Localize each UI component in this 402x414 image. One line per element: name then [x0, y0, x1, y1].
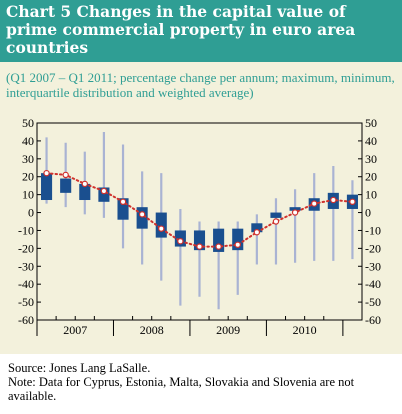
average-point: [215, 243, 222, 250]
y-tick-label-left: 20: [22, 170, 34, 184]
y-tick-label-left: -40: [18, 277, 34, 291]
y-tick-label-right: 40: [365, 134, 377, 148]
data-note: Note: Data for Cyprus, Estonia, Malta, S…: [8, 375, 355, 403]
average-point: [177, 237, 184, 245]
y-tick-label-left: -20: [18, 241, 34, 255]
interquartile-box: [41, 173, 53, 201]
x-tick-label: 2008: [140, 323, 164, 337]
y-tick-label-right: -60: [365, 313, 381, 327]
y-tick-label-right: 30: [365, 152, 377, 166]
x-tick-label: 2010: [293, 323, 317, 337]
y-tick-label-right: 10: [365, 188, 377, 202]
interquartile-box: [251, 223, 263, 233]
average-point: [138, 211, 146, 218]
average-point: [330, 196, 337, 204]
y-tick-label-left: -30: [18, 259, 34, 273]
average-point: [119, 198, 127, 205]
y-tick-label-right: -50: [365, 295, 381, 309]
interquartile-box: [136, 207, 148, 229]
y-tick-label-right: 0: [365, 206, 371, 220]
y-tick-label-left: 0: [28, 206, 34, 220]
chart-notes: Source: Jones Lang LaSalle. Note: Data f…: [8, 361, 396, 403]
y-tick-label-left: -60: [18, 313, 34, 327]
interquartile-box: [289, 207, 301, 211]
y-tick-label-right: -10: [365, 223, 381, 237]
y-tick-label-left: 40: [22, 134, 34, 148]
source-note: Source: Jones Lang LaSalle.: [8, 361, 151, 375]
y-tick-label-left: 50: [22, 116, 34, 130]
interquartile-box: [117, 198, 129, 220]
chart-header: Chart 5 Changes in the capital value of …: [0, 0, 402, 62]
interquartile-box: [155, 212, 167, 238]
y-tick-label-right: -40: [365, 277, 381, 291]
y-tick-label-right: -20: [365, 241, 381, 255]
x-tick-label: 2007: [63, 323, 87, 337]
interquartile-box: [232, 228, 244, 251]
average-point: [196, 243, 203, 250]
plot-border: [36, 122, 363, 321]
average-point: [81, 180, 88, 188]
interquartile-box: [79, 183, 91, 201]
chart-panel: (Q1 2007 – Q1 2011; percentage change pe…: [0, 62, 402, 354]
y-tick-label-right: -30: [365, 259, 381, 273]
chart-title: Chart 5 Changes in the capital value of …: [6, 2, 356, 57]
average-point: [158, 225, 165, 232]
interquartile-box: [98, 187, 110, 202]
average-point: [272, 218, 280, 225]
average-point: [291, 209, 299, 216]
x-tick-label: 2009: [216, 323, 240, 337]
y-tick-label-left: 30: [22, 152, 34, 166]
average-point: [43, 169, 50, 177]
y-tick-label-right: 50: [365, 116, 377, 130]
interquartile-box: [213, 228, 225, 252]
y-tick-label-right: 20: [365, 170, 377, 184]
interquartile-box: [60, 178, 72, 193]
average-point: [234, 241, 241, 248]
y-tick-label-left: -10: [18, 223, 34, 237]
average-point: [100, 187, 108, 195]
y-tick-label-left: 10: [22, 188, 34, 202]
average-point: [253, 229, 261, 236]
interquartile-box: [270, 212, 282, 218]
y-tick-label-left: -50: [18, 295, 34, 309]
average-point: [349, 198, 356, 205]
average-point: [62, 171, 69, 179]
average-point: [311, 200, 318, 207]
chart-subtitle: (Q1 2007 – Q1 2011; percentage change pe…: [6, 70, 395, 100]
interquartile-box: [193, 230, 206, 251]
